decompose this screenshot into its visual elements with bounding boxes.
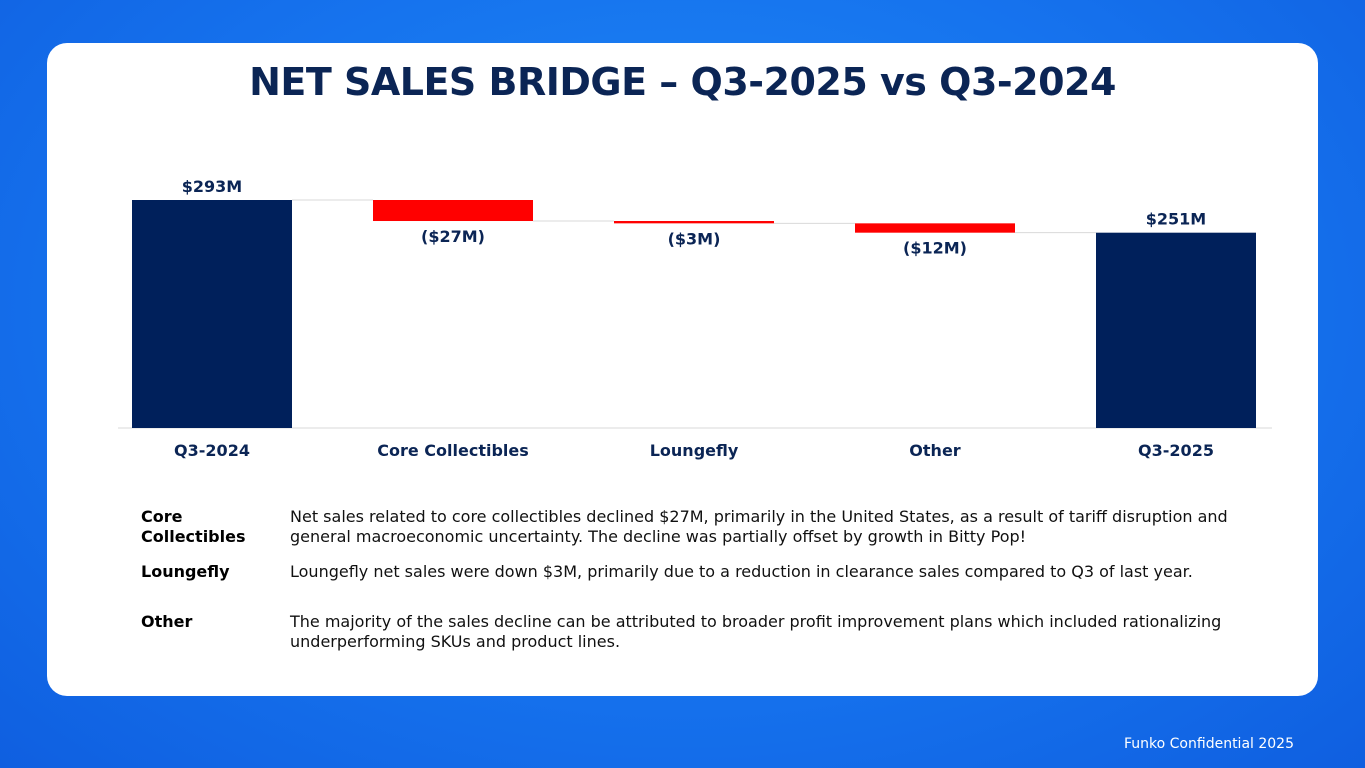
- note-label: Loungefly: [141, 562, 230, 581]
- value-label: $293M: [182, 177, 242, 196]
- net-sales-waterfall-chart: $293M Q3-2024 ($27M) Core Collectibles ($3M)…: [118, 177, 1272, 460]
- note-text: Net sales related to core collectibles d…: [290, 507, 1228, 546]
- category-label: Q3-2025: [1138, 441, 1214, 460]
- value-label: ($27M): [421, 227, 485, 246]
- value-label: ($12M): [903, 239, 967, 258]
- bar-q3-2024: [132, 200, 292, 428]
- bar-q3-2025: [1096, 232, 1256, 428]
- category-label: Loungefly: [650, 441, 739, 460]
- value-label: ($3M): [668, 229, 721, 248]
- value-label: $251M: [1146, 210, 1206, 229]
- bar-core-collectibles: [373, 200, 533, 222]
- category-label: Core Collectibles: [377, 441, 529, 460]
- footer-confidential: Funko Confidential 2025: [1124, 736, 1294, 752]
- category-label: Other: [909, 441, 960, 460]
- bar-loungefly: [614, 221, 774, 224]
- category-label: Q3-2024: [174, 441, 250, 460]
- note-label: Other: [141, 612, 193, 631]
- note-text: The majority of the sales decline can be…: [290, 612, 1222, 651]
- bar-other: [855, 223, 1015, 233]
- page-title: NET SALES BRIDGE – Q3-2025 vs Q3-2024: [249, 60, 1116, 104]
- note-label: Core Collectibles: [141, 507, 246, 546]
- note-text: Loungefly net sales were down $3M, prima…: [290, 562, 1193, 581]
